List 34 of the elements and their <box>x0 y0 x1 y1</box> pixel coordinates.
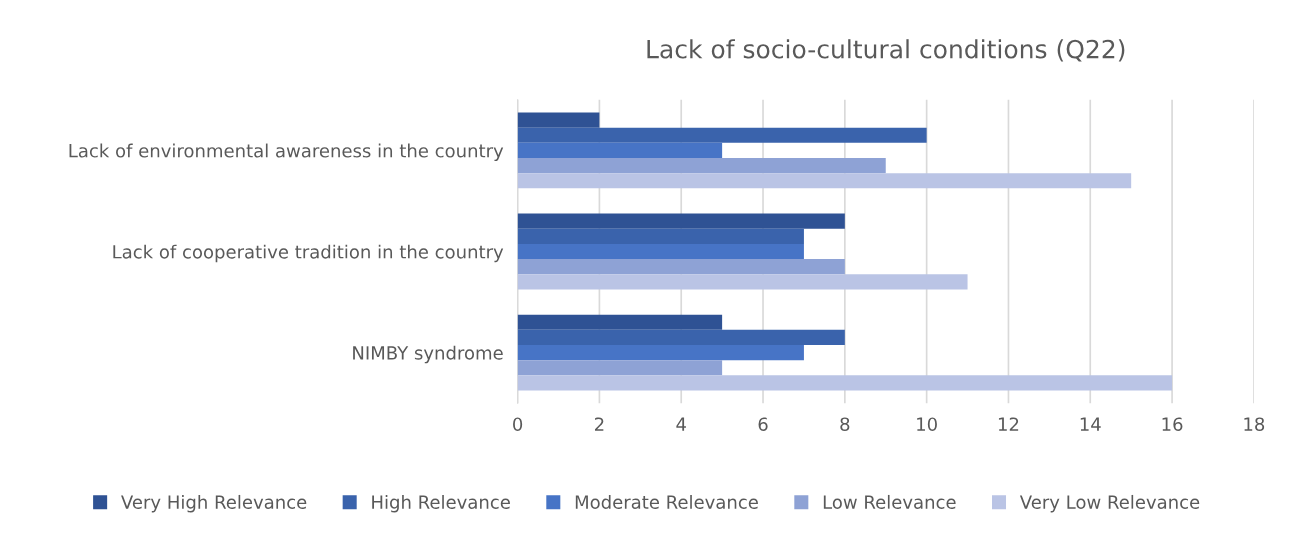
bar <box>517 173 1132 189</box>
bar <box>517 243 804 260</box>
bar <box>517 329 845 346</box>
y-tick-label: NIMBY syndrome <box>353 345 503 364</box>
bar <box>517 127 927 143</box>
x-tick-label: 12 <box>998 417 1019 431</box>
bar <box>517 375 1173 391</box>
bar <box>517 274 968 290</box>
y-tick-label: Lack of cooperative tradition in the country <box>113 244 504 263</box>
x-tick-label: 2 <box>594 417 604 431</box>
chart-title: Lack of socio-cultural conditions (Q22) <box>647 39 1125 62</box>
bar <box>517 157 886 174</box>
legend-label: Very Low Relevance <box>1019 494 1200 513</box>
bar <box>517 213 845 229</box>
x-tick-label: 16 <box>1162 417 1183 432</box>
bar <box>517 259 845 275</box>
legend-label: Very High Relevance <box>121 494 307 513</box>
bar <box>517 142 723 158</box>
bar <box>517 228 804 244</box>
legend-label: Low Relevance <box>823 494 956 509</box>
legend-label: High Relevance <box>372 494 510 513</box>
bar <box>517 360 723 376</box>
x-tick-label: 6 <box>758 417 768 432</box>
x-tick-label: 18 <box>1244 417 1265 432</box>
bar <box>517 314 723 330</box>
bar <box>517 345 804 361</box>
y-tick-label: Lack of environmental awareness in the country <box>69 143 504 162</box>
x-tick-label: 14 <box>1080 417 1101 431</box>
x-tick-label: 4 <box>676 417 686 431</box>
x-tick-label: 0 <box>513 417 523 432</box>
bar <box>517 112 600 128</box>
legend-label: Moderate Relevance <box>575 494 758 509</box>
x-tick-label: 8 <box>840 417 850 432</box>
x-tick-label: 10 <box>917 417 937 432</box>
